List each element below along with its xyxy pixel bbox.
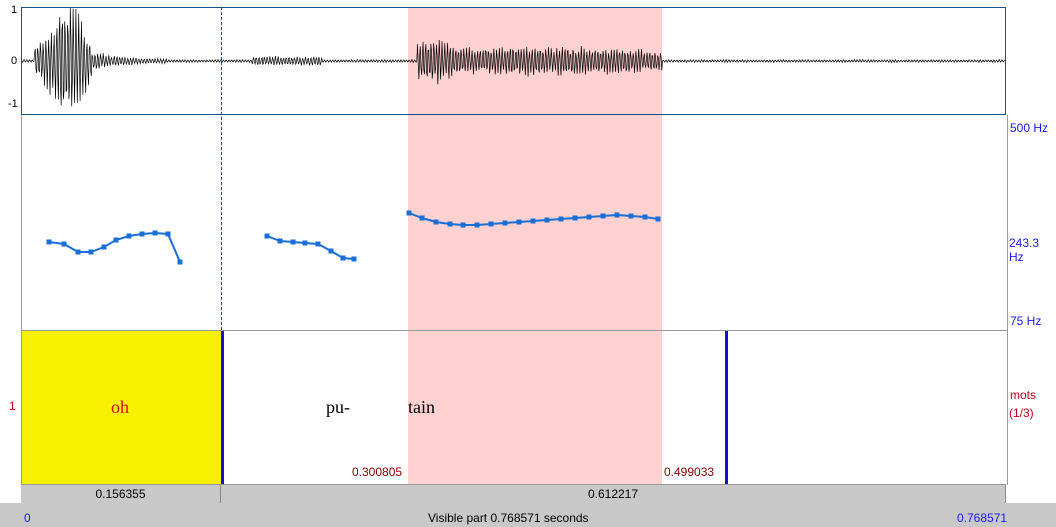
word-tain: tain (408, 397, 435, 417)
visible-start: 0 (24, 511, 31, 525)
selection-end-time: 0.499033 (664, 465, 715, 479)
boundary-2[interactable] (725, 331, 728, 485)
duration-left[interactable]: 0.156355 (21, 484, 221, 503)
pitch-point (558, 216, 564, 222)
pitch-point (351, 256, 357, 262)
duration-right[interactable]: 0.612217 (221, 484, 1006, 503)
word-oh: oh (111, 397, 129, 417)
waveform-line (22, 8, 1005, 107)
pitch-point (152, 230, 158, 236)
tier-selection (408, 331, 662, 485)
pitch-point (264, 233, 270, 239)
visible-end: 0.768571 (957, 511, 1008, 525)
pitch-point (139, 231, 145, 237)
visible-part-text: Visible part 0.768571 seconds (428, 511, 589, 525)
visible-part-bar[interactable]: 0 Visible part 0.768571 seconds 0.768571 (0, 503, 1056, 527)
pitch-point (315, 241, 321, 247)
pitch-point (460, 222, 466, 228)
pitch-point (447, 221, 453, 227)
pitch-point (328, 248, 334, 254)
pitch-point (600, 213, 606, 219)
pitch-point (530, 218, 536, 224)
pitch-point (488, 221, 494, 227)
pitch-panel[interactable] (21, 115, 1008, 330)
pitch-point (113, 237, 119, 243)
pitch-point (655, 216, 661, 222)
waveform-trace (22, 8, 1005, 107)
tier-name[interactable]: mots (1010, 388, 1037, 402)
pitch-point (75, 249, 81, 255)
pitch-point (628, 213, 634, 219)
waveform-panel[interactable] (21, 7, 1006, 115)
selection-start-time: 0.300805 (352, 465, 403, 479)
pitch-point (101, 244, 107, 250)
pitch-point (88, 249, 94, 255)
pitch-point (502, 220, 508, 226)
pitch-point (572, 215, 578, 221)
pitch-contour (46, 210, 661, 265)
waveform-tick-top: 1 (11, 4, 18, 16)
tier-number: 1 (9, 399, 16, 413)
pitch-point (614, 212, 620, 218)
pitch-point (642, 214, 648, 220)
pitch-point (340, 255, 346, 261)
pitch-point (516, 219, 522, 225)
pitch-point (302, 240, 308, 246)
pitch-label-top: 500 Hz (1010, 121, 1049, 135)
pitch-point (586, 214, 592, 220)
pitch-point (290, 239, 296, 245)
waveform-tick-bottom: -1 (8, 98, 18, 110)
pitch-point (46, 239, 52, 245)
pitch-point (474, 222, 480, 228)
tier-count: (1/3) (1009, 406, 1034, 420)
waveform-tick-mid: 0 (11, 55, 18, 67)
pitch-label-mid: 243.3 Hz (1009, 236, 1040, 264)
word-pu: pu- (326, 397, 350, 417)
pitch-segment (48, 231, 181, 263)
pitch-label-bottom: 75 Hz (1010, 314, 1042, 328)
time-cursor[interactable] (221, 7, 222, 330)
textgrid-tier[interactable] (21, 330, 1008, 485)
boundary-1[interactable] (221, 331, 224, 485)
pitch-point (126, 233, 132, 239)
pitch-point (165, 231, 171, 237)
pitch-point (61, 241, 67, 247)
interval-oh[interactable] (22, 331, 221, 485)
pitch-point (277, 238, 283, 244)
pitch-point (419, 215, 425, 221)
waveform-selection (408, 8, 662, 114)
pitch-point (406, 210, 412, 216)
pitch-point (177, 259, 183, 265)
pitch-point (433, 219, 439, 225)
pitch-point (544, 217, 550, 223)
